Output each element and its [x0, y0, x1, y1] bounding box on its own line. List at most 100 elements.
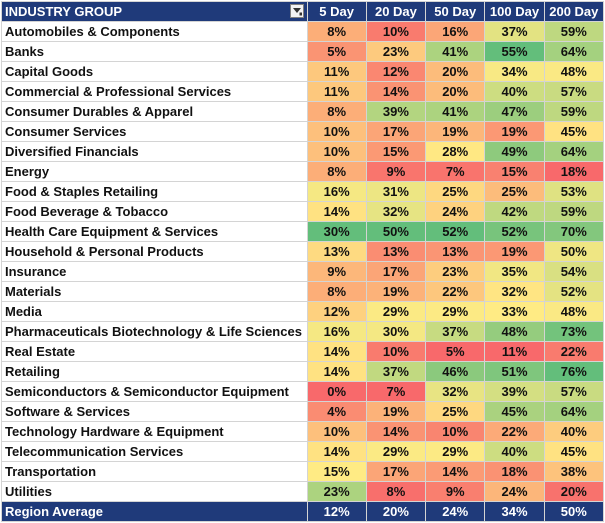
percent-cell[interactable]: 11%	[484, 341, 545, 362]
percent-cell[interactable]: 40%	[543, 421, 605, 442]
percent-cell[interactable]: 55%	[484, 41, 545, 62]
percent-cell[interactable]: 5%	[425, 341, 486, 362]
industry-group-name[interactable]: Energy	[1, 161, 308, 182]
percent-cell[interactable]: 13%	[425, 241, 486, 262]
percent-cell[interactable]: 0%	[306, 381, 367, 402]
percent-cell[interactable]: 40%	[484, 441, 545, 462]
percent-cell[interactable]: 22%	[425, 281, 486, 302]
percent-cell[interactable]: 18%	[543, 161, 605, 182]
percent-cell[interactable]: 14%	[365, 81, 427, 102]
percent-cell[interactable]: 9%	[425, 481, 486, 502]
percent-cell[interactable]: 64%	[543, 41, 605, 62]
percent-cell[interactable]: 19%	[484, 121, 545, 142]
percent-cell[interactable]: 46%	[425, 361, 486, 382]
percent-cell[interactable]: 8%	[365, 481, 427, 502]
percent-cell[interactable]: 5%	[306, 41, 367, 62]
percent-cell[interactable]: 64%	[543, 401, 605, 422]
percent-cell[interactable]: 59%	[543, 201, 605, 222]
percent-cell[interactable]: 32%	[365, 201, 427, 222]
industry-group-name[interactable]: Consumer Services	[1, 121, 308, 142]
industry-group-name[interactable]: Semiconductors & Semiconductor Equipment	[1, 381, 308, 402]
industry-group-name[interactable]: Transportation	[1, 461, 308, 482]
industry-group-name[interactable]: Materials	[1, 281, 308, 302]
percent-cell[interactable]: 25%	[484, 181, 545, 202]
percent-cell[interactable]: 24%	[425, 201, 486, 222]
percent-cell[interactable]: 9%	[365, 161, 427, 182]
percent-cell[interactable]: 34%	[484, 61, 545, 82]
percent-cell[interactable]: 19%	[425, 121, 486, 142]
percent-cell[interactable]: 24%	[484, 481, 545, 502]
percent-cell[interactable]: 37%	[484, 21, 545, 42]
industry-group-name[interactable]: Banks	[1, 41, 308, 62]
percent-cell[interactable]: 20%	[425, 81, 486, 102]
percent-cell[interactable]: 76%	[543, 361, 605, 382]
percent-cell[interactable]: 16%	[306, 181, 367, 202]
industry-group-name[interactable]: Automobiles & Components	[1, 21, 308, 42]
percent-cell[interactable]: 29%	[365, 301, 427, 322]
percent-cell[interactable]: 47%	[484, 101, 545, 122]
industry-group-name[interactable]: Consumer Durables & Apparel	[1, 101, 308, 122]
percent-cell[interactable]: 29%	[425, 301, 486, 322]
percent-cell[interactable]: 40%	[484, 81, 545, 102]
percent-cell[interactable]: 45%	[543, 121, 605, 142]
percent-cell[interactable]: 41%	[425, 41, 486, 62]
percent-cell[interactable]: 39%	[484, 381, 545, 402]
percent-cell[interactable]: 32%	[425, 381, 486, 402]
percent-cell[interactable]: 19%	[484, 241, 545, 262]
percent-cell[interactable]: 15%	[484, 161, 545, 182]
percent-cell[interactable]: 20%	[425, 61, 486, 82]
percent-cell[interactable]: 41%	[425, 101, 486, 122]
percent-cell[interactable]: 37%	[425, 321, 486, 342]
header-20-day[interactable]: 20 Day	[365, 1, 427, 22]
percent-cell[interactable]: 8%	[306, 21, 367, 42]
percent-cell[interactable]: 13%	[365, 241, 427, 262]
industry-group-name[interactable]: Food Beverage & Tobacco	[1, 201, 308, 222]
percent-cell[interactable]: 22%	[543, 341, 605, 362]
percent-cell[interactable]: 25%	[425, 181, 486, 202]
percent-cell[interactable]: 16%	[306, 321, 367, 342]
percent-cell[interactable]: 37%	[365, 361, 427, 382]
percent-cell[interactable]: 10%	[306, 121, 367, 142]
industry-group-name[interactable]: Technology Hardware & Equipment	[1, 421, 308, 442]
industry-group-name[interactable]: Real Estate	[1, 341, 308, 362]
percent-cell[interactable]: 14%	[306, 361, 367, 382]
percent-cell[interactable]: 23%	[365, 41, 427, 62]
filter-dropdown-icon[interactable]	[289, 4, 304, 18]
percent-cell[interactable]: 48%	[543, 301, 605, 322]
percent-cell[interactable]: 48%	[484, 321, 545, 342]
percent-cell[interactable]: 15%	[365, 141, 427, 162]
percent-cell[interactable]: 12%	[365, 61, 427, 82]
percent-cell[interactable]: 28%	[425, 141, 486, 162]
industry-group-name[interactable]: Retailing	[1, 361, 308, 382]
percent-cell[interactable]: 70%	[543, 221, 605, 242]
percent-cell[interactable]: 7%	[365, 381, 427, 402]
percent-cell[interactable]: 22%	[484, 421, 545, 442]
industry-group-name[interactable]: Food & Staples Retailing	[1, 181, 308, 202]
percent-cell[interactable]: 42%	[484, 201, 545, 222]
percent-cell[interactable]: 57%	[543, 81, 605, 102]
percent-cell[interactable]: 48%	[543, 61, 605, 82]
percent-cell[interactable]: 17%	[365, 261, 427, 282]
percent-cell[interactable]: 10%	[365, 21, 427, 42]
industry-group-name[interactable]: Insurance	[1, 261, 308, 282]
percent-cell[interactable]: 45%	[543, 441, 605, 462]
industry-group-name[interactable]: Utilities	[1, 481, 308, 502]
percent-cell[interactable]: 15%	[306, 461, 367, 482]
industry-group-name[interactable]: Commercial & Professional Services	[1, 81, 308, 102]
percent-cell[interactable]: 73%	[543, 321, 605, 342]
percent-cell[interactable]: 8%	[306, 101, 367, 122]
percent-cell[interactable]: 45%	[484, 401, 545, 422]
percent-cell[interactable]: 39%	[365, 101, 427, 122]
percent-cell[interactable]: 10%	[306, 421, 367, 442]
percent-cell[interactable]: 17%	[365, 121, 427, 142]
percent-cell[interactable]: 16%	[425, 21, 486, 42]
industry-group-name[interactable]: Software & Services	[1, 401, 308, 422]
percent-cell[interactable]: 38%	[543, 461, 605, 482]
percent-cell[interactable]: 10%	[365, 341, 427, 362]
percent-cell[interactable]: 14%	[306, 441, 367, 462]
percent-cell[interactable]: 14%	[306, 201, 367, 222]
industry-group-name[interactable]: Telecommunication Services	[1, 441, 308, 462]
percent-cell[interactable]: 29%	[425, 441, 486, 462]
percent-cell[interactable]: 8%	[306, 281, 367, 302]
percent-cell[interactable]: 13%	[306, 241, 367, 262]
